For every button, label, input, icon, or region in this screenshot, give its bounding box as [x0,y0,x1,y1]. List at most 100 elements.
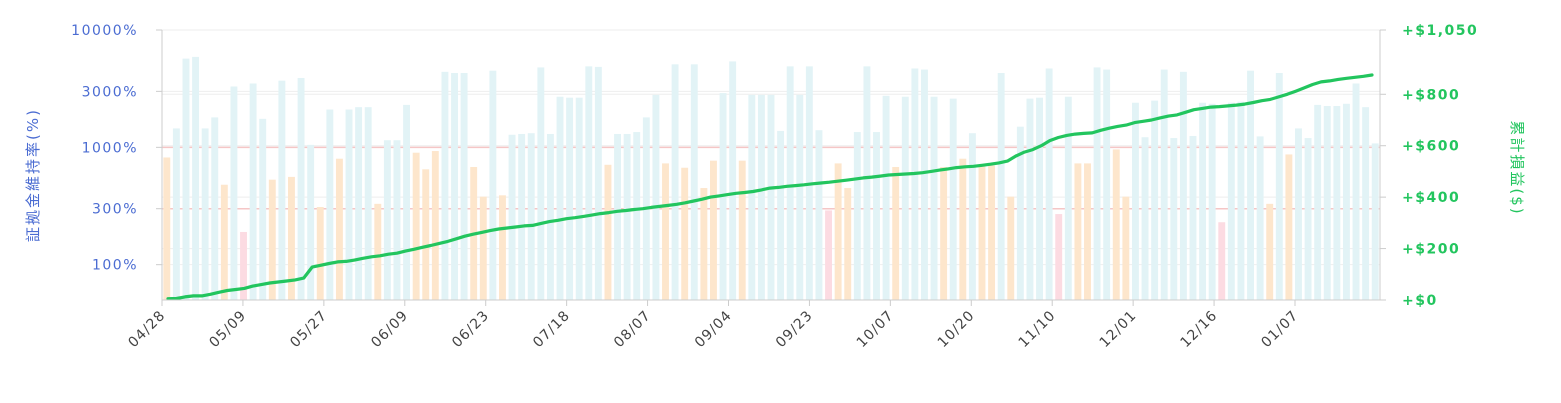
bar [1151,100,1159,300]
bar [374,203,382,300]
bar [786,66,794,300]
bar [1199,102,1207,300]
bar [220,184,228,300]
bar [518,133,526,300]
bar [489,70,497,300]
left-tick-label: 300% [92,202,138,218]
right-tick-label: +$400 [1402,190,1460,206]
bar [1247,70,1254,300]
bar [335,158,343,300]
x-tick-label: 10/20 [935,308,978,351]
bar [930,96,938,300]
bar [796,94,804,301]
bar [815,130,823,300]
right-tick-label: +$0 [1402,293,1438,309]
bar [1295,128,1302,300]
bar [940,166,948,300]
left-tick-label: 100% [92,258,138,274]
bar [978,165,986,300]
bar [192,56,200,300]
bar [1170,138,1178,300]
bar [383,140,391,300]
bar [1036,97,1043,300]
bar [307,144,315,300]
bar [201,128,209,300]
bar [988,165,996,300]
bar [1342,103,1350,300]
x-tick-label: 07/18 [530,308,573,351]
x-tick-label: 10/07 [854,308,897,351]
bar [345,109,353,301]
bar [825,210,832,300]
bar [757,94,765,301]
right-axis-title: 累計損益($) [1508,120,1526,215]
bar [652,94,660,301]
bar [1131,102,1139,300]
bar [527,133,535,300]
bar [911,68,919,300]
bar [259,118,267,300]
bar [393,140,401,300]
x-tick-label: 05/27 [287,308,330,351]
bar [1314,104,1322,300]
bar [777,130,785,300]
bar [431,151,439,300]
bar [288,176,295,300]
bar [1093,67,1101,300]
bar [863,66,871,300]
bar [1055,214,1063,300]
bar [710,160,717,300]
bar [479,196,487,300]
bar [748,94,756,301]
bar [1275,73,1283,300]
bar [172,128,180,300]
bar [230,86,238,300]
bar [604,164,612,300]
x-tick-label: 01/07 [1258,308,1301,351]
bar [422,169,430,300]
bar [920,69,928,300]
bar [844,188,852,300]
bar [249,83,257,300]
bar [671,64,679,300]
bar [892,166,900,300]
bar [1371,143,1379,300]
bar [575,97,583,300]
x-tick-label: 09/04 [692,308,735,351]
x-tick-label: 11/10 [1016,308,1059,351]
bar [364,107,372,300]
cumulative-pnl-line [166,73,1374,301]
bar [1064,96,1072,300]
right-tick-label: +$600 [1402,139,1460,155]
bar [1112,149,1120,300]
x-tick-label: 12/01 [1097,308,1140,351]
right-tick-label: +$200 [1402,242,1460,258]
bar [1304,138,1312,300]
bar [1179,71,1187,300]
bar [451,73,458,300]
bar [623,133,631,300]
bar [326,109,334,301]
x-tick-label: 06/09 [368,308,411,351]
bar [355,107,363,300]
bar [1323,106,1331,300]
bar [240,231,247,300]
bar [968,133,976,300]
bar [211,117,219,300]
bar [297,77,305,300]
bar [700,188,708,300]
bar [853,132,861,300]
bar [1256,136,1264,300]
bar [662,163,669,300]
bar [834,163,842,300]
bar [1266,203,1274,300]
bar [738,160,746,300]
bar [499,195,506,300]
left-tick-label: 3000% [82,84,138,100]
bar [316,207,324,300]
bar [1045,68,1053,300]
x-tick-label: 09/23 [773,308,816,351]
left-tick-label: 1000% [82,140,138,156]
bar [1227,102,1235,300]
